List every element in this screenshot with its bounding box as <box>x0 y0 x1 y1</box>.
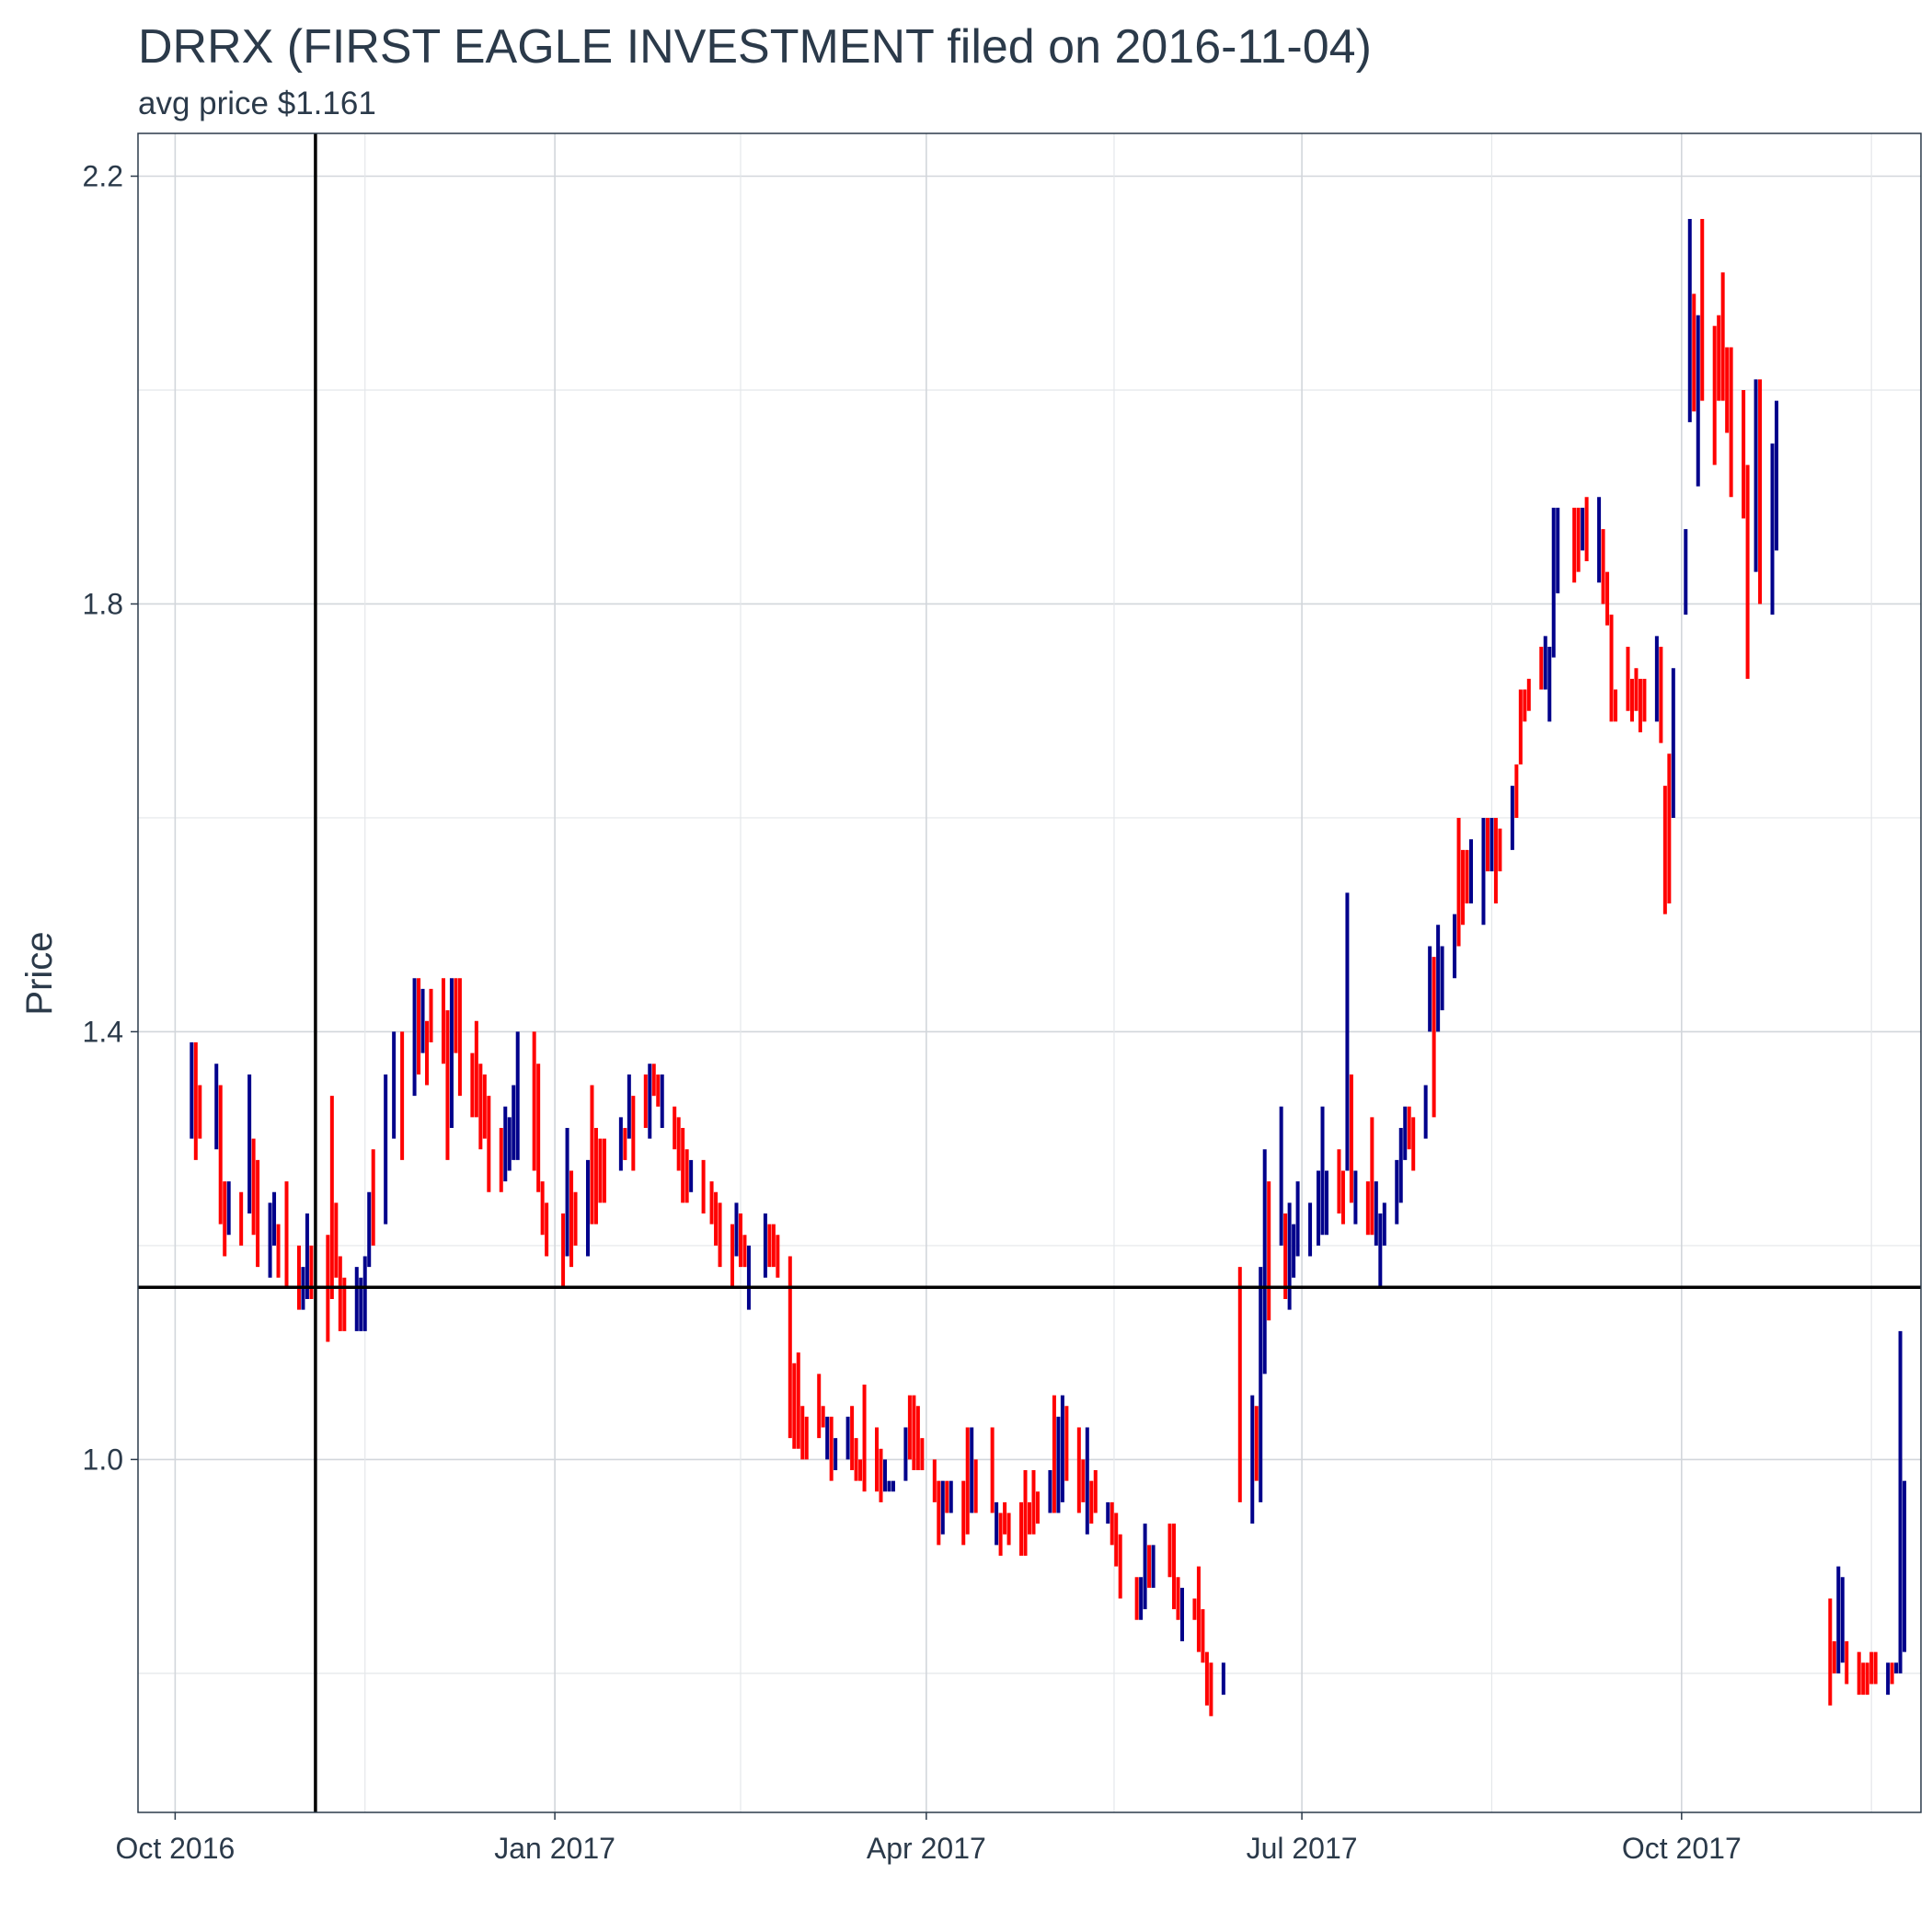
y-tick-label: 2.2 <box>83 159 123 192</box>
x-tick-label: Apr 2017 <box>867 1832 986 1865</box>
x-tick-label: Jul 2017 <box>1247 1832 1358 1865</box>
chart-subtitle: avg price $1.161 <box>138 86 376 121</box>
x-tick-label: Oct 2017 <box>1622 1832 1742 1865</box>
y-axis-label: Price <box>19 931 60 1015</box>
y-axis: 1.0 1.4 1.8 2.2 <box>83 159 138 1476</box>
plot-panel-border <box>137 132 1922 1813</box>
chart-title: DRRX (FIRST EAGLE INVESTMENT filed on 20… <box>138 20 1372 74</box>
price-bars <box>190 218 1907 1717</box>
y-tick-label: 1.0 <box>83 1443 123 1476</box>
grid-layer <box>138 133 1921 1812</box>
y-tick-label: 1.4 <box>83 1015 123 1048</box>
x-tick-label: Jan 2017 <box>494 1832 615 1865</box>
reference-lines <box>138 133 1921 1812</box>
x-axis: Oct 2016 Jan 2017 Apr 2017 Jul 2017 Oct 2017 <box>115 1812 1742 1865</box>
x-tick-label: Oct 2016 <box>115 1832 235 1865</box>
y-tick-label: 1.8 <box>83 587 123 620</box>
